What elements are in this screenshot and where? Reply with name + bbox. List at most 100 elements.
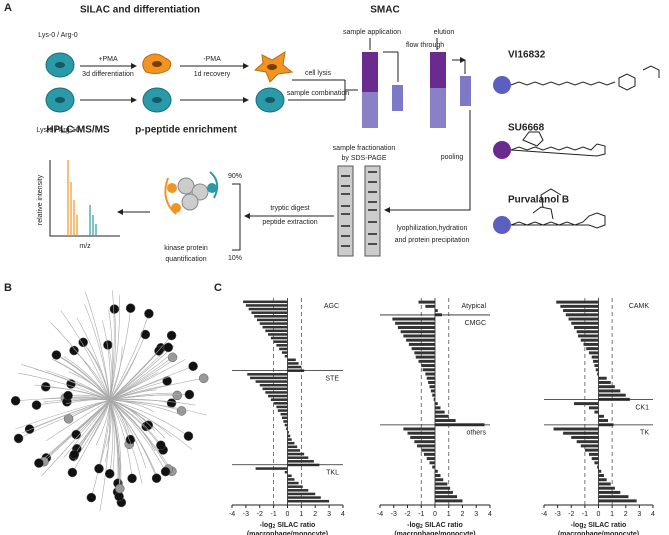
bar	[429, 461, 435, 465]
branch	[73, 350, 111, 401]
bar	[415, 355, 435, 359]
x-axis-label: (macrophage/monocyte)	[394, 531, 475, 535]
bar	[403, 334, 435, 338]
bar	[435, 495, 457, 499]
kinase-dot	[67, 467, 78, 478]
bar	[425, 372, 435, 376]
bar	[259, 322, 288, 325]
label: kinase protein	[164, 245, 208, 252]
x-tick-label: -2	[404, 511, 410, 518]
branch	[109, 399, 114, 474]
branch	[74, 399, 111, 455]
bar	[432, 393, 435, 397]
bar	[287, 452, 305, 456]
bar	[435, 309, 438, 313]
kinase-dot	[34, 458, 44, 468]
bar	[598, 380, 611, 384]
bar	[410, 435, 435, 439]
label: +PMA	[98, 56, 118, 63]
bar	[287, 474, 292, 478]
compound-name: SU6668	[508, 123, 545, 134]
bar	[270, 398, 288, 401]
branch	[43, 397, 111, 401]
x-tick-label: 0	[286, 511, 290, 518]
bar	[598, 376, 607, 380]
bar	[435, 486, 451, 490]
label: 10%	[228, 255, 242, 262]
gel	[337, 165, 381, 257]
bar	[588, 351, 599, 355]
kinase-dot	[127, 473, 137, 484]
bar	[578, 334, 599, 338]
label: Lys-8 / Arg-10	[36, 127, 79, 134]
branch	[109, 334, 146, 401]
bar	[284, 423, 288, 427]
bar	[403, 427, 435, 431]
kinase-dot	[166, 398, 177, 408]
bar	[435, 490, 453, 494]
branch	[63, 356, 111, 401]
branch	[109, 357, 178, 401]
bar	[591, 457, 599, 461]
cells	[45, 51, 294, 113]
bar	[268, 394, 288, 398]
x-tick-label: -2	[568, 511, 574, 518]
branch	[109, 385, 166, 401]
kinase-dot	[104, 468, 115, 479]
branch	[102, 320, 111, 401]
branch	[84, 291, 111, 401]
bar	[392, 317, 435, 321]
kinase-dot	[24, 424, 35, 434]
compound-name: Purvalanol B	[508, 195, 569, 206]
branch	[68, 371, 111, 401]
kinase-dot	[160, 466, 171, 477]
bar	[598, 419, 609, 423]
kinase-dot	[114, 491, 124, 502]
bar	[400, 330, 435, 334]
x-tick-label: -1	[271, 511, 277, 518]
kinase-dot	[71, 429, 81, 440]
branch	[18, 372, 111, 401]
kinase-dot	[154, 346, 164, 356]
branch	[109, 399, 133, 479]
bar	[418, 359, 435, 363]
kinase-dot	[188, 361, 198, 371]
bar	[597, 372, 599, 376]
bar	[598, 414, 604, 418]
kinase-dot	[13, 433, 24, 444]
kinome-tree	[10, 290, 209, 512]
branch	[15, 399, 111, 430]
branch	[50, 322, 111, 401]
bar	[435, 478, 444, 482]
bar	[276, 344, 288, 347]
branch	[109, 313, 150, 401]
x-tick-label: 2	[313, 511, 317, 518]
bar	[553, 427, 599, 431]
x-axis-label: -log2 SILAC ratio	[571, 522, 627, 530]
kinase-dot	[184, 389, 195, 400]
bar	[287, 362, 299, 365]
branch	[22, 399, 111, 433]
branch	[109, 347, 169, 401]
x-axis-label-part: -log	[260, 522, 273, 529]
kinase-dot	[151, 473, 162, 483]
branch	[98, 399, 111, 469]
branch	[109, 353, 138, 401]
bar	[583, 342, 599, 346]
x-tick-label: 0	[433, 511, 437, 518]
bar	[408, 342, 435, 346]
bar	[435, 419, 456, 423]
bar	[287, 478, 295, 481]
panel-label: B	[4, 282, 12, 294]
branch	[109, 399, 169, 470]
bar	[576, 330, 599, 334]
branch	[51, 358, 111, 401]
bar	[414, 440, 435, 444]
bar	[276, 405, 288, 409]
bar	[284, 470, 288, 474]
bar	[248, 307, 288, 311]
bar	[287, 456, 309, 459]
